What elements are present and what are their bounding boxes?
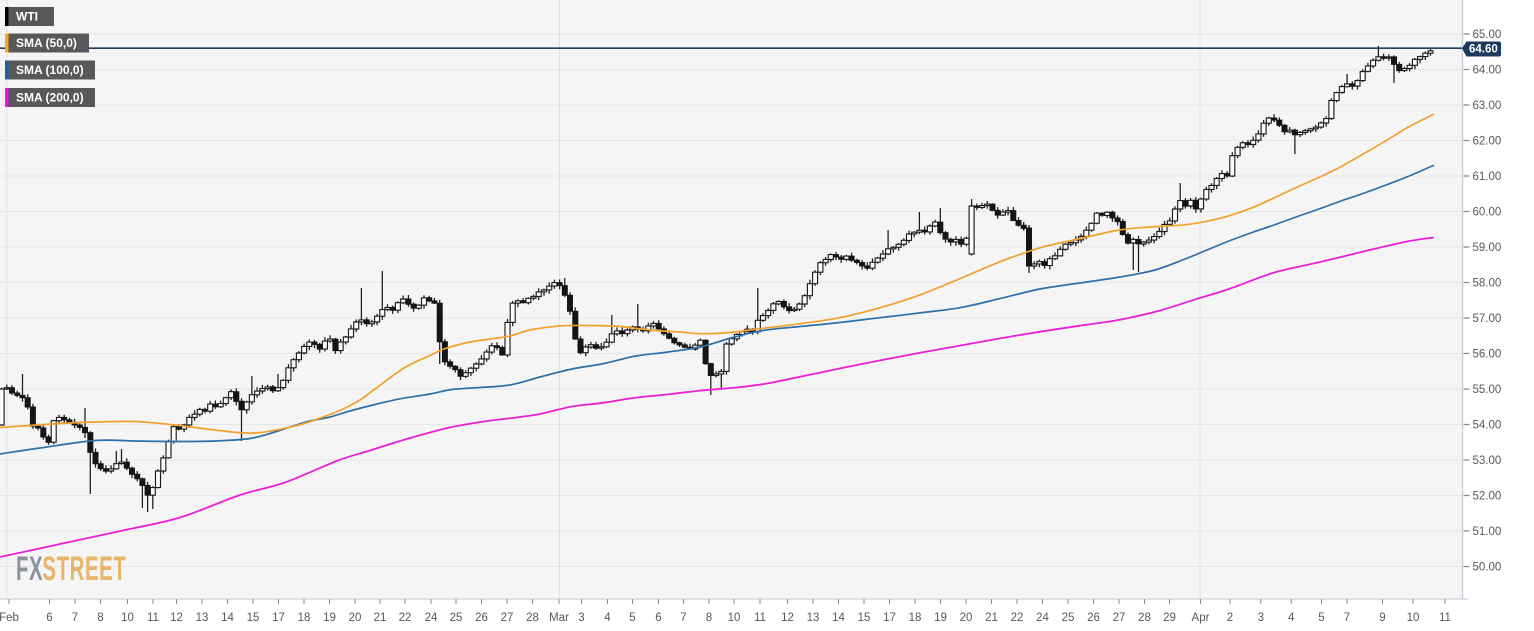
svg-text:24: 24 <box>425 612 438 624</box>
svg-text:64.00: 64.00 <box>1473 65 1502 77</box>
svg-text:FX: FX <box>16 550 43 588</box>
svg-text:4: 4 <box>604 612 611 624</box>
svg-text:3: 3 <box>578 612 584 624</box>
svg-text:14: 14 <box>832 612 845 624</box>
svg-text:61.00: 61.00 <box>1473 171 1502 183</box>
svg-text:21: 21 <box>985 612 998 624</box>
svg-text:10: 10 <box>1407 612 1420 624</box>
svg-text:15: 15 <box>247 612 260 624</box>
svg-text:SMA (100,0): SMA (100,0) <box>16 63 84 77</box>
svg-text:11: 11 <box>754 612 766 624</box>
svg-text:11: 11 <box>1439 612 1451 624</box>
svg-text:SMA (200,0): SMA (200,0) <box>16 91 84 105</box>
svg-text:11: 11 <box>147 612 159 624</box>
svg-text:18: 18 <box>298 612 311 624</box>
svg-text:59.00: 59.00 <box>1473 242 1502 254</box>
svg-text:22: 22 <box>399 612 412 624</box>
svg-text:63.00: 63.00 <box>1473 100 1502 112</box>
svg-text:8: 8 <box>97 612 103 624</box>
svg-text:24: 24 <box>1036 612 1049 624</box>
svg-text:20: 20 <box>349 612 362 624</box>
svg-text:57.00: 57.00 <box>1473 313 1502 325</box>
svg-text:64.60: 64.60 <box>1469 44 1498 56</box>
svg-text:17: 17 <box>883 612 896 624</box>
svg-text:7: 7 <box>680 612 686 624</box>
svg-text:5: 5 <box>1318 612 1324 624</box>
svg-text:26: 26 <box>475 612 488 624</box>
svg-text:62.00: 62.00 <box>1473 136 1502 148</box>
svg-text:58.00: 58.00 <box>1473 278 1502 290</box>
svg-text:50.00: 50.00 <box>1473 562 1502 574</box>
svg-text:7: 7 <box>72 612 78 624</box>
svg-text:8: 8 <box>706 612 712 624</box>
svg-text:9: 9 <box>1379 612 1385 624</box>
svg-text:13: 13 <box>196 612 209 624</box>
svg-text:6: 6 <box>655 612 661 624</box>
svg-text:22: 22 <box>1011 612 1024 624</box>
svg-text:6: 6 <box>46 612 52 624</box>
svg-text:2: 2 <box>1227 612 1233 624</box>
svg-text:53.00: 53.00 <box>1473 455 1502 467</box>
svg-text:14: 14 <box>221 612 234 624</box>
svg-text:28: 28 <box>526 612 539 624</box>
svg-text:51.00: 51.00 <box>1473 526 1502 538</box>
svg-text:27: 27 <box>1113 612 1126 624</box>
svg-text:25: 25 <box>450 612 463 624</box>
svg-text:4: 4 <box>1288 612 1295 624</box>
svg-text:21: 21 <box>374 612 387 624</box>
svg-text:65.00: 65.00 <box>1473 29 1502 41</box>
svg-text:STREET: STREET <box>42 550 126 588</box>
svg-text:13: 13 <box>807 612 820 624</box>
svg-text:10: 10 <box>121 612 134 624</box>
svg-text:WTI: WTI <box>16 10 38 24</box>
svg-text:25: 25 <box>1062 612 1075 624</box>
svg-text:Mar: Mar <box>549 612 569 624</box>
svg-text:29: 29 <box>1163 612 1176 624</box>
svg-text:20: 20 <box>960 612 973 624</box>
svg-text:28: 28 <box>1138 612 1151 624</box>
svg-text:18: 18 <box>909 612 922 624</box>
svg-text:19: 19 <box>323 612 336 624</box>
svg-text:12: 12 <box>170 612 183 624</box>
svg-text:27: 27 <box>501 612 514 624</box>
svg-text:7: 7 <box>1344 612 1350 624</box>
svg-text:56.00: 56.00 <box>1473 349 1502 361</box>
svg-text:12: 12 <box>781 612 794 624</box>
svg-text:3: 3 <box>1258 612 1264 624</box>
svg-text:15: 15 <box>858 612 871 624</box>
svg-text:26: 26 <box>1087 612 1100 624</box>
svg-text:60.00: 60.00 <box>1473 207 1502 219</box>
svg-text:54.00: 54.00 <box>1473 420 1502 432</box>
svg-text:SMA (50,0): SMA (50,0) <box>16 36 77 50</box>
svg-text:Apr: Apr <box>1192 612 1210 624</box>
svg-text:Feb: Feb <box>0 612 19 624</box>
svg-text:10: 10 <box>728 612 741 624</box>
svg-text:5: 5 <box>629 612 635 624</box>
svg-text:52.00: 52.00 <box>1473 491 1502 503</box>
svg-text:55.00: 55.00 <box>1473 384 1502 396</box>
svg-text:19: 19 <box>934 612 947 624</box>
svg-text:17: 17 <box>272 612 285 624</box>
